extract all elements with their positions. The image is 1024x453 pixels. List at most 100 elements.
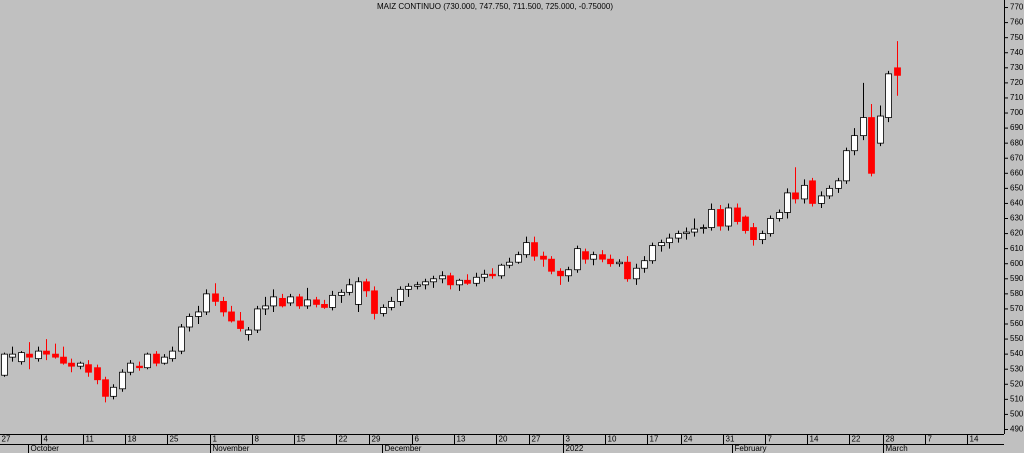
y-tick-label: 680: [1010, 138, 1024, 147]
candle-body: [68, 362, 75, 367]
candle-body: [481, 273, 488, 278]
x-tick-label: 10: [608, 435, 617, 444]
x-tick-label: 15: [297, 435, 306, 444]
candle-body: [144, 353, 151, 369]
candle-body: [380, 307, 387, 314]
x-tick-label: 31: [726, 435, 735, 444]
month-label: 2022: [566, 444, 584, 453]
y-tick-label: 500: [1010, 410, 1024, 419]
x-tick-label: 11: [86, 435, 95, 444]
x-tick-label: 18: [128, 435, 137, 444]
y-tick-label: 560: [1010, 319, 1024, 328]
candle-body: [203, 293, 210, 313]
candle-body: [35, 350, 42, 360]
candle-body: [851, 135, 858, 152]
x-tick-label: 8: [255, 435, 260, 444]
candle-body: [565, 269, 572, 277]
candle-body: [85, 364, 92, 373]
x-tick-label: 27: [2, 435, 11, 444]
x-tick-label: 3: [566, 435, 571, 444]
candle-body: [212, 293, 219, 302]
x-tick-label: 20: [499, 435, 508, 444]
candle-body: [894, 67, 901, 76]
y-tick-label: 490: [1010, 425, 1024, 434]
candle-body: [725, 207, 732, 227]
candle-body: [557, 270, 564, 277]
y-tick-label: 520: [1010, 379, 1024, 388]
candle-body: [430, 278, 437, 283]
candle-body: [691, 228, 698, 233]
candle-body: [439, 275, 446, 280]
y-tick-label: 620: [1010, 229, 1024, 238]
y-tick-label: 670: [1010, 153, 1024, 162]
candle-body: [186, 316, 193, 328]
candle-body: [641, 260, 648, 269]
month-label: October: [31, 444, 60, 453]
candle-body: [759, 233, 766, 241]
candle-body: [675, 233, 682, 239]
x-tick-label: 6: [415, 435, 420, 444]
candle-body: [405, 285, 412, 290]
candle-body: [9, 353, 16, 358]
y-tick-label: 610: [1010, 244, 1024, 253]
y-tick-label: 700: [1010, 108, 1024, 117]
month-label: March: [886, 444, 908, 453]
candle-body: [590, 254, 597, 260]
candle-body: [26, 353, 33, 358]
candle-body: [220, 300, 227, 313]
candle-body: [447, 275, 454, 286]
candle-body: [708, 209, 715, 228]
x-tick-label: 27: [532, 435, 541, 444]
y-tick-label: 530: [1010, 364, 1024, 373]
candle-body: [843, 150, 850, 182]
candle-body: [153, 353, 160, 364]
x-tick-label: 7: [928, 435, 933, 444]
x-tick-label: 25: [170, 435, 179, 444]
candle-body: [792, 192, 799, 200]
candle-body: [338, 291, 345, 296]
x-tick-label: 17: [650, 435, 659, 444]
x-tick-label: 28: [886, 435, 895, 444]
candle-body: [801, 184, 808, 200]
candle-body: [835, 180, 842, 189]
candle-body: [809, 180, 816, 204]
candle-body: [700, 227, 707, 229]
candle-body: [296, 296, 303, 307]
candle-body: [371, 290, 378, 314]
month-label: November: [213, 444, 250, 453]
candle-body: [473, 276, 480, 284]
y-tick-label: 550: [1010, 334, 1024, 343]
candle-body: [868, 117, 875, 174]
candle-body: [102, 379, 109, 397]
candle-body: [599, 254, 606, 260]
candle-body: [574, 248, 581, 271]
x-tick-label: 7: [768, 435, 773, 444]
candle-body: [262, 305, 269, 310]
y-tick-label: 580: [1010, 289, 1024, 298]
y-tick-label: 650: [1010, 183, 1024, 192]
y-tick-label: 590: [1010, 274, 1024, 283]
candle-body: [456, 279, 463, 286]
candle-body: [254, 308, 261, 331]
candle-body: [1, 353, 8, 376]
x-tick-label: 24: [684, 435, 693, 444]
candle-body: [666, 237, 673, 244]
candle-body: [633, 267, 640, 280]
candle-body: [734, 207, 741, 222]
candle-body: [228, 311, 235, 322]
candle-body: [582, 251, 589, 260]
y-tick-label: 740: [1010, 48, 1024, 57]
y-tick-label: 540: [1010, 349, 1024, 358]
candle-body: [119, 371, 126, 390]
candle-body: [548, 258, 555, 272]
x-tick-label: 1: [213, 435, 218, 444]
month-label: December: [385, 444, 422, 453]
x-tick-label: 22: [339, 435, 348, 444]
candle-body: [195, 311, 202, 317]
y-tick-label: 720: [1010, 78, 1024, 87]
candle-body: [540, 255, 547, 260]
candle-body: [287, 296, 294, 304]
y-tick-label: 510: [1010, 394, 1024, 403]
candle-body: [784, 192, 791, 213]
